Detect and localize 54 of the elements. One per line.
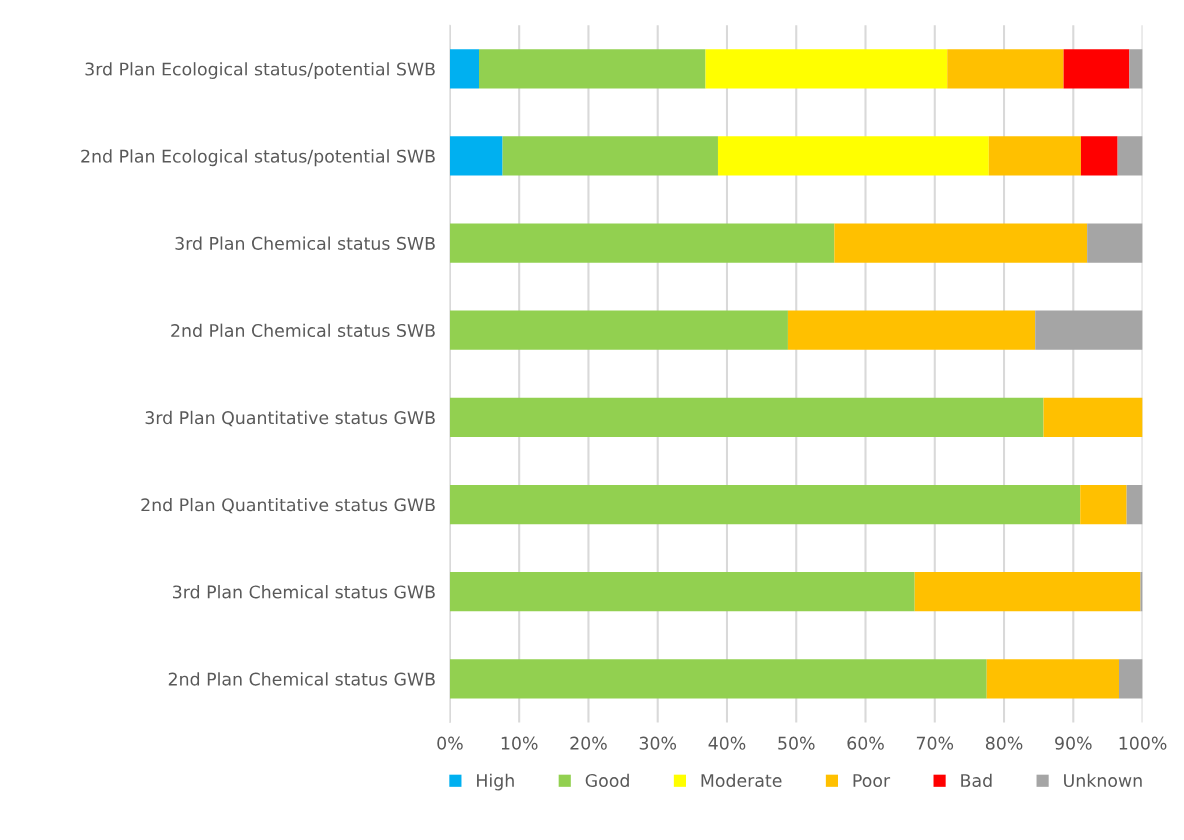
legend-label: Bad (961, 773, 992, 788)
x-tick-label: 0% (437, 736, 463, 750)
bar (947, 49, 1064, 89)
y-tick-label: 2nd Plan Quantitative status GWB (141, 497, 435, 514)
bar (449, 310, 788, 350)
bar (787, 310, 1036, 350)
bar (449, 136, 503, 176)
bar (914, 572, 1141, 612)
y-tick-label: 2nd Plan Chemical status SWB (171, 323, 435, 338)
bar (1043, 397, 1143, 437)
x-tick-label: 70% (916, 736, 954, 750)
bar (449, 223, 835, 263)
x-tick-label: 30% (639, 736, 677, 750)
y-tick-label: 2nd Plan Chemical status GWB (168, 672, 435, 686)
x-tick-label: 50% (778, 736, 815, 750)
bar (986, 659, 1120, 699)
bar (1140, 572, 1143, 612)
bar (1080, 484, 1127, 525)
bar (1129, 49, 1143, 89)
x-tick-label: 40% (708, 736, 746, 750)
x-tick-label: 10% (501, 736, 538, 750)
bar (479, 49, 706, 89)
bar (502, 136, 718, 176)
bar (717, 136, 989, 176)
bar (449, 49, 480, 89)
x-tick-label: 100% (1119, 736, 1167, 750)
y-tick-label: 2nd Plan Ecological status/potential SWB (81, 149, 435, 167)
bar (449, 484, 1081, 525)
y-tick-label: 3rd Plan Chemical status SWB (175, 236, 435, 250)
bar (1087, 223, 1143, 263)
legend-label: Moderate (701, 773, 782, 788)
bar (1035, 310, 1143, 350)
legend-label: Poor (853, 774, 891, 788)
bar (1119, 659, 1143, 699)
bar (449, 572, 915, 612)
bar (705, 49, 948, 89)
bar (1117, 136, 1143, 176)
bar (988, 136, 1081, 176)
bar (1080, 136, 1118, 176)
y-tick-label: 3rd Plan Ecological status/potential SWB (85, 62, 435, 79)
bar (1126, 484, 1143, 525)
x-tick-label: 60% (847, 736, 884, 750)
y-tick-label: 3rd Plan Quantitative status GWB (145, 410, 435, 427)
x-tick-label: 90% (1055, 736, 1092, 750)
x-tick-label: 80% (985, 736, 1023, 750)
x-tick-label: 20% (570, 736, 607, 750)
legend-label: High (477, 773, 514, 791)
legend-label: Good (585, 773, 629, 788)
y-tick-label: 3rd Plan Chemical status GWB (173, 585, 435, 599)
bar (449, 397, 1044, 437)
legend-label: Unknown (1064, 773, 1142, 788)
bar (449, 659, 987, 699)
bar (834, 223, 1088, 263)
bar (1063, 49, 1130, 89)
